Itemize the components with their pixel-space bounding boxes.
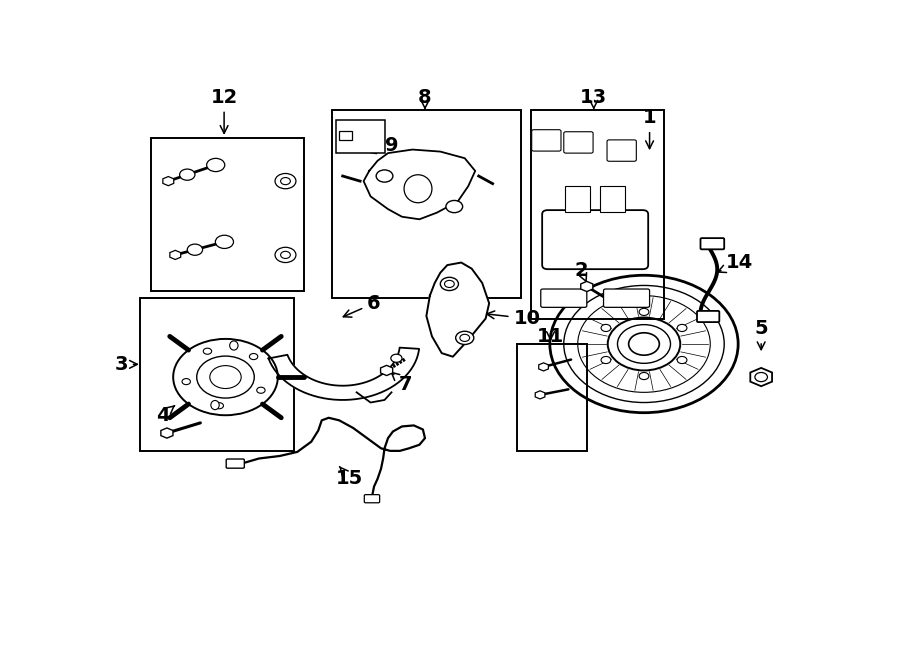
Circle shape	[281, 251, 291, 258]
FancyBboxPatch shape	[541, 289, 587, 307]
Circle shape	[275, 173, 296, 189]
Text: 2: 2	[574, 260, 588, 282]
Text: 3: 3	[114, 355, 138, 374]
Text: 15: 15	[336, 467, 364, 488]
FancyBboxPatch shape	[563, 132, 593, 153]
Ellipse shape	[211, 401, 220, 410]
Text: 12: 12	[211, 88, 238, 134]
Circle shape	[639, 308, 649, 315]
Polygon shape	[536, 391, 544, 399]
Circle shape	[601, 325, 611, 332]
Circle shape	[215, 235, 233, 249]
Polygon shape	[161, 428, 173, 438]
Text: 10: 10	[487, 309, 541, 328]
Circle shape	[275, 247, 296, 262]
Bar	[517, 344, 587, 451]
Text: 5: 5	[754, 319, 768, 350]
FancyBboxPatch shape	[532, 130, 561, 151]
Polygon shape	[427, 262, 490, 357]
Bar	[140, 298, 293, 451]
Circle shape	[455, 331, 473, 344]
Circle shape	[256, 387, 266, 393]
Polygon shape	[364, 149, 475, 219]
Polygon shape	[268, 348, 419, 400]
Circle shape	[677, 356, 687, 364]
Circle shape	[445, 280, 455, 288]
Bar	[151, 138, 304, 291]
Circle shape	[601, 356, 611, 364]
Circle shape	[446, 200, 463, 213]
Text: 11: 11	[537, 327, 564, 346]
Bar	[565, 186, 590, 212]
Text: 14: 14	[718, 253, 753, 272]
Circle shape	[639, 373, 649, 379]
Text: 7: 7	[392, 372, 412, 394]
Circle shape	[755, 373, 768, 381]
FancyBboxPatch shape	[226, 459, 244, 468]
Circle shape	[207, 159, 225, 172]
Polygon shape	[751, 368, 772, 386]
FancyBboxPatch shape	[700, 238, 725, 249]
Circle shape	[215, 403, 223, 408]
Text: 13: 13	[580, 88, 608, 110]
Circle shape	[249, 354, 257, 360]
FancyBboxPatch shape	[542, 210, 648, 269]
Text: 1: 1	[643, 108, 656, 149]
Circle shape	[391, 354, 402, 362]
Circle shape	[187, 244, 202, 255]
Ellipse shape	[230, 341, 238, 350]
FancyBboxPatch shape	[697, 311, 719, 322]
FancyBboxPatch shape	[607, 140, 636, 161]
Circle shape	[440, 278, 458, 291]
Text: 9: 9	[368, 136, 398, 155]
Circle shape	[182, 379, 191, 385]
Bar	[339, 132, 352, 140]
Circle shape	[677, 325, 687, 332]
Polygon shape	[163, 176, 174, 186]
Circle shape	[203, 348, 212, 354]
Text: 8: 8	[418, 88, 432, 110]
Circle shape	[180, 169, 195, 180]
Circle shape	[460, 334, 470, 342]
Circle shape	[376, 170, 393, 182]
Text: 4: 4	[156, 406, 175, 425]
Bar	[531, 110, 663, 319]
Polygon shape	[170, 251, 181, 260]
Bar	[332, 110, 520, 298]
Circle shape	[281, 178, 291, 184]
Polygon shape	[381, 366, 392, 375]
FancyBboxPatch shape	[364, 494, 380, 503]
Polygon shape	[539, 363, 548, 371]
Bar	[336, 120, 384, 153]
Text: 6: 6	[343, 293, 381, 317]
FancyBboxPatch shape	[604, 289, 650, 307]
Bar	[600, 186, 626, 212]
Polygon shape	[580, 282, 593, 292]
